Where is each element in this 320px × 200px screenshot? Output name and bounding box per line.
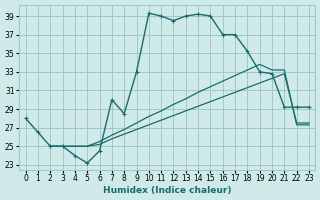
X-axis label: Humidex (Indice chaleur): Humidex (Indice chaleur): [103, 186, 232, 195]
